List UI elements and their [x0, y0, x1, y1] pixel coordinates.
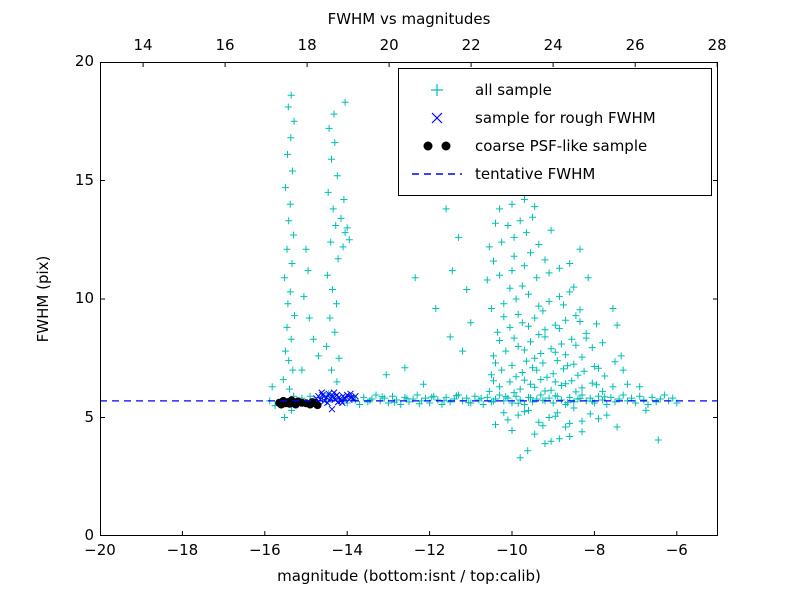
legend-item-rough-fwhm: sample for rough FWHM: [409, 104, 701, 132]
ytick-label: 20: [74, 52, 94, 70]
toptick-label: 14: [133, 36, 153, 54]
toptick-label: 24: [543, 36, 563, 54]
toptick-label: 18: [297, 36, 317, 54]
xtick-label: −8: [583, 541, 606, 559]
legend-item-all-sample: all sample: [409, 76, 701, 104]
ytick-label: 15: [74, 170, 94, 189]
xtick-label: −12: [413, 541, 446, 559]
dashed-line-icon: [409, 165, 465, 183]
xtick-label: −6: [665, 541, 688, 559]
x-axis-label: magnitude (bottom:isnt / top:calib): [277, 567, 541, 585]
toptick-label: 16: [215, 36, 235, 54]
xtick-label: −20: [84, 541, 116, 559]
toptick-label: 26: [625, 36, 645, 54]
ytick-label: 10: [74, 289, 94, 307]
x-marker-icon: [409, 109, 465, 127]
xtick-label: −10: [496, 541, 528, 559]
legend-label-all-sample: all sample: [475, 81, 552, 99]
axes-border: [100, 62, 718, 536]
toptick-label: 28: [707, 36, 727, 54]
legend-label-tentative-fwhm: tentative FWHM: [475, 165, 596, 183]
legend-label-rough-fwhm: sample for rough FWHM: [475, 109, 656, 127]
toptick-label: 22: [461, 36, 481, 54]
xtick-label: −18: [166, 541, 199, 559]
dot-marker-icon: [409, 137, 465, 155]
xtick-label: −14: [331, 541, 364, 559]
legend: all sample sample for rough FWHM coarse …: [398, 68, 712, 196]
legend-label-psf-sample: coarse PSF-like sample: [475, 137, 648, 155]
y-axis-label: FWHM (pix): [34, 255, 52, 343]
plus-marker-icon: [409, 81, 465, 99]
scatter-psf-sample: [275, 396, 322, 410]
ytick-label: 0: [84, 526, 94, 544]
scatter-all-sample: [266, 91, 681, 462]
xtick-label: −16: [248, 541, 281, 559]
legend-item-tentative-fwhm: tentative FWHM: [409, 160, 701, 188]
ytick-label: 5: [84, 407, 94, 426]
legend-item-psf-sample: coarse PSF-like sample: [409, 132, 701, 160]
toptick-label: 20: [379, 36, 399, 54]
plot-area: [100, 62, 718, 536]
chart-title: FWHM vs magnitudes: [327, 10, 491, 28]
